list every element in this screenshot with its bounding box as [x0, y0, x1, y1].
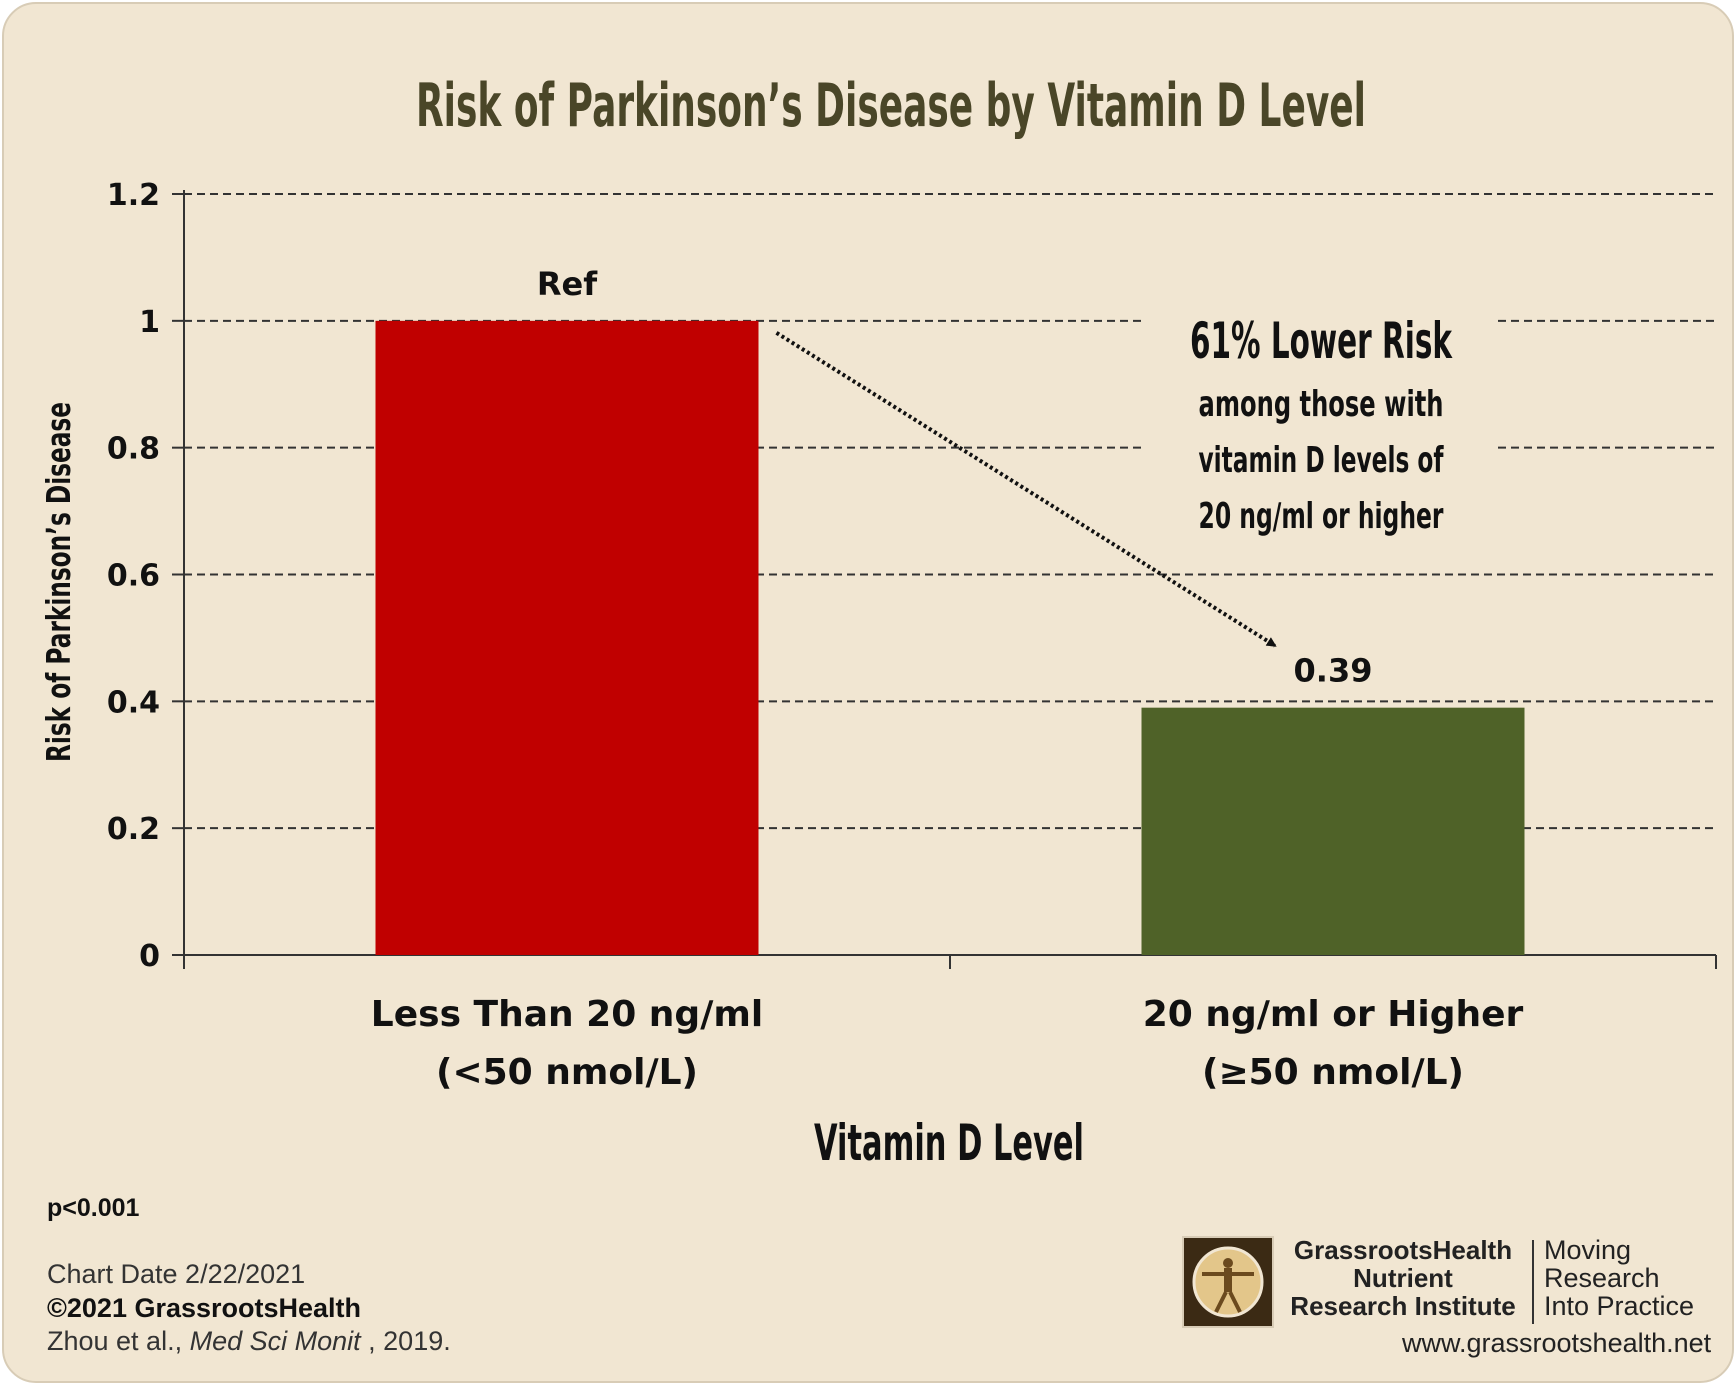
- logo-name-line: GrassrootsHealth: [1293, 1235, 1513, 1265]
- citation-year: , 2019.: [360, 1326, 451, 1356]
- logo-tagline-line: Research: [1544, 1263, 1660, 1293]
- logo-tagline-line: Moving: [1544, 1235, 1632, 1265]
- logo: GrassrootsHealth Nutrient Research Insti…: [1182, 1236, 1722, 1328]
- x-axis-title: Vitamin D Level: [814, 1114, 1084, 1172]
- annotation-line: 20 ng/ml or higher: [1199, 496, 1444, 537]
- annotation-headline: 61% Lower Risk: [1190, 312, 1453, 370]
- logo-tagline-line: Into Practice: [1544, 1291, 1695, 1321]
- logo-divider: [1532, 1240, 1534, 1324]
- citation-authors: Zhou et al.,: [47, 1326, 190, 1356]
- y-tick-label: 0.4: [107, 685, 160, 720]
- y-tick-label: 1.2: [107, 178, 160, 213]
- logo-name: GrassrootsHealth Nutrient Research Insti…: [1284, 1236, 1522, 1320]
- trend-arrow: [775, 331, 1277, 648]
- p-value: p<0.001: [47, 1194, 140, 1222]
- y-tick-label: 0.8: [107, 432, 160, 467]
- y-tick-label: 0.2: [107, 812, 160, 847]
- chart-title: Risk of Parkinson’s Disease by Vitamin D…: [416, 71, 1366, 141]
- chart-date: Chart Date 2/22/2021: [47, 1259, 306, 1289]
- y-tick-label: 1: [139, 305, 160, 340]
- x-tick-label: Less Than 20 ng/ml: [371, 994, 763, 1035]
- bar: [1141, 707, 1525, 955]
- annotation-line: vitamin D levels of: [1199, 440, 1444, 481]
- y-axis-title: Risk of Parkinson’s Disease: [39, 402, 78, 762]
- annotation-line: among those with: [1199, 384, 1444, 425]
- citation: Zhou et al., Med Sci Monit , 2019.: [47, 1326, 451, 1357]
- copyright: ©2021 GrassrootsHealth: [47, 1293, 362, 1323]
- bar: [375, 320, 759, 955]
- logo-name-line: Nutrient: [1353, 1263, 1453, 1293]
- chart: Risk of Parkinson’s Disease by Vitamin D…: [39, 71, 1717, 1172]
- x-tick-label: (≥50 nmol/L): [1202, 1052, 1464, 1093]
- logo-name-line: Research Institute: [1290, 1291, 1516, 1321]
- data-label: 0.39: [1294, 652, 1373, 690]
- vitruvian-man-icon: [1182, 1236, 1274, 1328]
- y-tick-label: 0: [139, 939, 160, 974]
- y-tick-label: 0.6: [107, 559, 160, 594]
- logo-tagline: Moving Research Into Practice: [1544, 1236, 1694, 1320]
- citation-journal: Med Sci Monit: [189, 1326, 361, 1356]
- x-tick-label: 20 ng/ml or Higher: [1143, 994, 1524, 1035]
- x-tick-label: (<50 nmol/L): [436, 1052, 698, 1093]
- website: www.grassrootshealth.net: [1402, 1328, 1712, 1358]
- data-label: Ref: [537, 265, 598, 303]
